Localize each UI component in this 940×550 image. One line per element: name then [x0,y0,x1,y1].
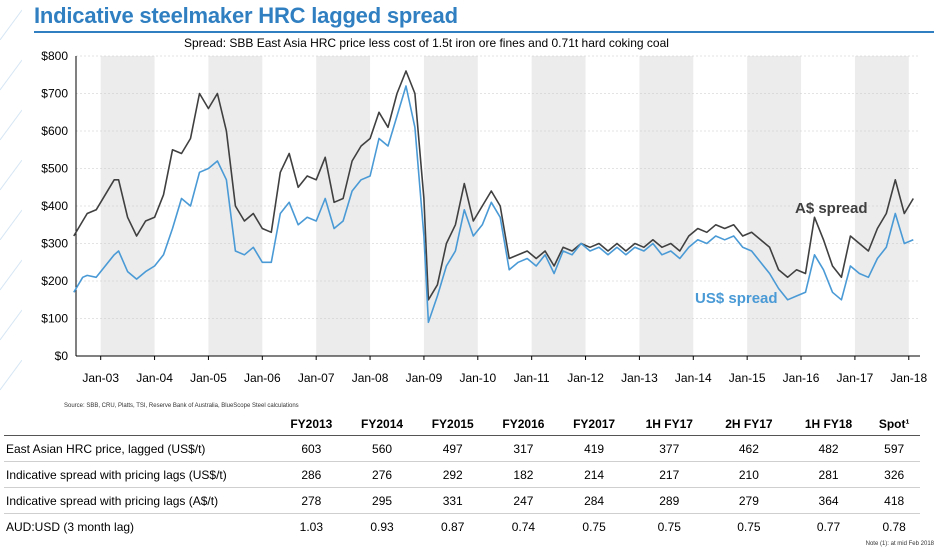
table-cell: 0.74 [511,519,536,534]
table-cell: 0.75 [582,519,606,534]
table-cell: 482 [818,441,839,456]
table-header-cell: FY2014 [346,413,418,436]
x-tick-label: Jan-07 [298,371,335,385]
table-header-cell [4,413,276,436]
x-tick-label: Jan-18 [890,371,927,385]
table-header-cell: Spot¹ [868,413,920,436]
x-tick-label: Jan-06 [244,371,281,385]
table-cell: 497 [442,441,463,456]
row-label: East Asian HRC price, lagged (US$/t) [6,441,206,456]
x-tick-label: Jan-11 [514,371,550,385]
table-cell: 276 [372,467,393,482]
spread-line-chart: $0 $100 $200 $300 $400 $500 $600 $700 $800 Jan-03… [41,36,927,385]
table-header-cell: FY2017 [558,413,630,436]
table-header-row: FY2013 FY2014 FY2015 FY2016 FY2017 1H FY… [4,413,920,436]
y-tick-label: $200 [41,274,68,288]
x-tick-label: Jan-17 [837,371,874,385]
aud-spread-line [73,70,914,301]
table-cell: 462 [738,441,759,456]
y-tick-label: $800 [41,49,68,63]
y-tick-label: $600 [41,124,68,138]
spread-summary-table: FY2013 FY2014 FY2015 FY2016 FY2017 1H FY… [4,413,920,539]
table-cell: 0.78 [882,519,906,534]
chart-subtitle: Spread: SBB East Asia HRC price less cos… [184,36,669,50]
title-underline [34,31,934,33]
table-cell: 278 [301,493,322,508]
x-tick-label: Jan-10 [459,371,496,385]
table-cell: 286 [301,467,322,482]
table-cell: 0.75 [657,519,681,534]
y-tick-label: $100 [41,312,68,326]
table-cell: 419 [584,441,605,456]
footnote: Note (1): at mid Feb 2018 [865,541,934,547]
table-cell: 217 [659,467,680,482]
table-cell: 377 [659,441,680,456]
page-title: Indicative steelmaker HRC lagged spread [34,3,458,28]
table-cell: 0.93 [370,519,394,534]
row-label: AUD:USD (3 month lag) [6,519,135,534]
row-label: Indicative spread with pricing lags (A$/… [6,493,219,508]
y-tick-label: $500 [41,162,68,176]
source-note: Source: SBB, CRU, Platts, TSI, Reserve B… [64,403,299,409]
x-tick-label: Jan-04 [136,371,173,385]
table-cell: 560 [372,441,393,456]
table-header-cell: 1H FY17 [629,413,710,436]
x-tick-label: Jan-16 [783,371,820,385]
table-row: East Asian HRC price, lagged (US$/t) 603… [4,436,920,462]
table-cell: 284 [584,493,605,508]
table-header-cell: FY2015 [417,413,489,436]
table-cell: 603 [301,441,322,456]
x-tick-label: Jan-14 [675,371,712,385]
row-label: Indicative spread with pricing lags (US$… [6,467,227,482]
table-cell: 597 [884,441,905,456]
table-cell: 292 [442,467,463,482]
aud-spread-label: A$ spread [795,200,868,217]
x-tick-label: Jan-05 [190,371,227,385]
x-tick-label: Jan-09 [406,371,443,385]
table-cell: 1.03 [299,519,324,534]
table-cell: 0.87 [441,519,465,534]
x-tick-label: Jan-08 [352,371,389,385]
table-row: AUD:USD (3 month lag) 1.03 0.93 0.87 0.7… [4,514,920,540]
x-tick-label: Jan-15 [729,371,766,385]
table-cell: 281 [818,467,839,482]
y-tick-label: $400 [41,199,68,213]
table-header-cell: FY2016 [488,413,559,436]
table-header-cell: 1H FY18 [788,413,869,436]
table-cell: 295 [372,493,393,508]
table-cell: 210 [738,467,759,482]
table-cell: 214 [584,467,605,482]
table-cell: 247 [513,493,534,508]
table-cell: 364 [818,493,839,508]
table-cell: 279 [738,493,759,508]
table-row: Indicative spread with pricing lags (A$/… [4,488,920,514]
x-tick-label: Jan-12 [567,371,604,385]
table-cell: 326 [884,467,905,482]
table-cell: 0.77 [816,519,841,534]
y-tick-label: $700 [41,87,68,101]
table-cell: 317 [513,441,534,456]
usd-spread-line [73,85,914,324]
table-header-cell: FY2013 [276,413,347,436]
table-row: Indicative spread with pricing lags (US$… [4,462,920,488]
y-tick-label: $300 [41,237,68,251]
table-header-cell: 2H FY17 [709,413,789,436]
x-tick-label: Jan-03 [82,371,119,385]
decorative-edge-lines [0,9,22,391]
x-tick-label: Jan-13 [621,371,658,385]
table-cell: 289 [659,493,680,508]
table-cell: 182 [513,467,534,482]
table-cell: 331 [442,493,463,508]
usd-spread-label: US$ spread [695,290,778,307]
y-tick-label: $0 [55,349,69,363]
table-cell: 0.75 [737,519,761,534]
table-cell: 418 [884,493,905,508]
